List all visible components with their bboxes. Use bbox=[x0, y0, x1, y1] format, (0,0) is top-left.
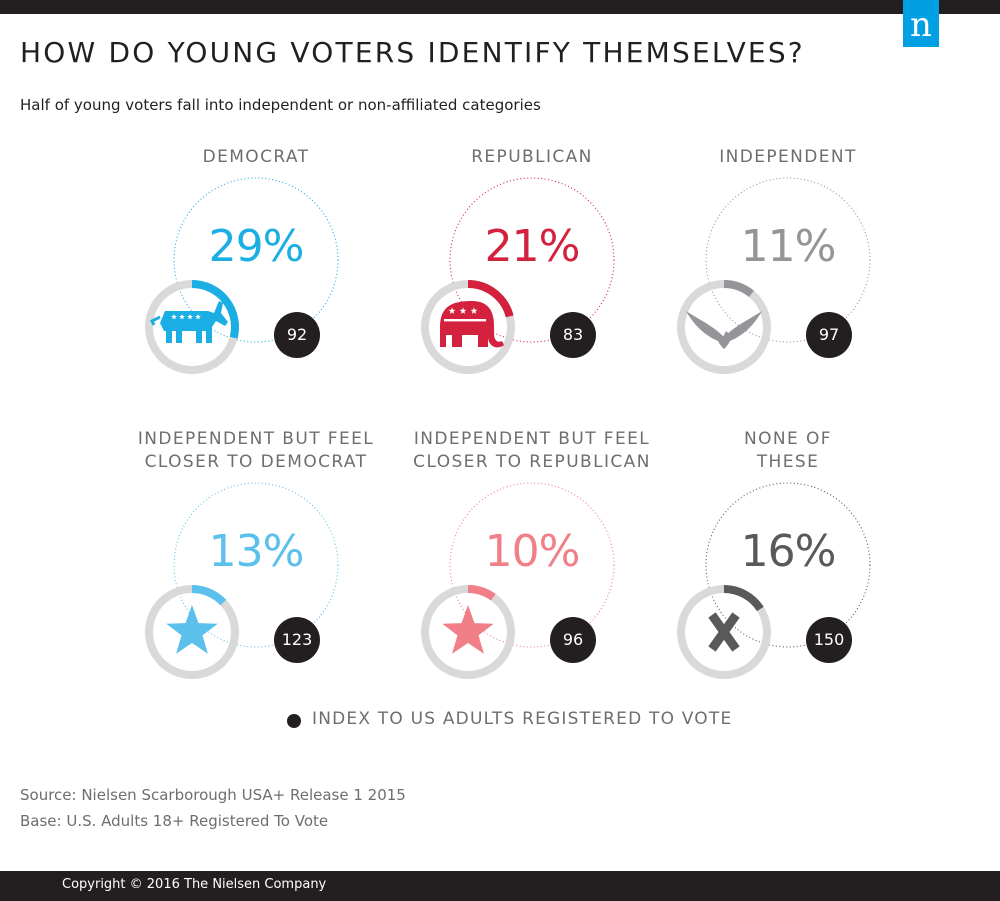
donut-chart-republican bbox=[421, 177, 615, 374]
category-label-none-of-these: NONE OF THESE bbox=[744, 429, 832, 472]
percent-arc-independent bbox=[723, 280, 754, 298]
page-title: HOW DO YOUNG VOTERS IDENTIFY THEMSELVES? bbox=[20, 36, 805, 69]
outline-circle bbox=[173, 482, 339, 648]
footer-bar: Copyright © 2016 The Nielsen Company bbox=[0, 871, 1000, 901]
page-subtitle: Half of young voters fall into independe… bbox=[20, 96, 541, 114]
category-label-independent: INDEPENDENT bbox=[719, 147, 857, 167]
percent-value-independent-lean-republican: 10% bbox=[484, 526, 581, 577]
outline-circle bbox=[705, 482, 871, 648]
percent-arc-independent-lean-republican bbox=[467, 585, 496, 601]
outline-circle bbox=[173, 177, 339, 343]
outline-circle bbox=[705, 177, 871, 343]
nielsen-logo-letter: n bbox=[910, 5, 932, 45]
percent-value-independent: 11% bbox=[740, 221, 837, 272]
category-label-independent-lean-democrat: INDEPENDENT BUT FEEL CLOSER TO DEMOCRAT bbox=[137, 429, 375, 472]
tile-none-of-these: NONE OF THESE 16% 150 bbox=[648, 428, 928, 688]
index-badge-independent-lean-republican: 96 bbox=[550, 617, 596, 663]
index-badge-democrat: 92 bbox=[274, 312, 320, 358]
tile-republican: REPUBLICAN 21% 83 bbox=[392, 146, 672, 406]
top-bar bbox=[0, 0, 1000, 14]
star-icon bbox=[442, 605, 494, 654]
tile-independent: INDEPENDENT 11% 97 bbox=[648, 146, 928, 406]
tile-independent-lean-democrat: INDEPENDENT BUT FEEL CLOSER TO DEMOCRAT 13… bbox=[116, 428, 396, 688]
outline-circle bbox=[449, 482, 615, 648]
donut-chart-independent-lean-democrat bbox=[145, 482, 339, 679]
ring-track bbox=[677, 280, 771, 374]
donut-chart-independent-lean-republican bbox=[421, 482, 615, 679]
index-badge-independent-lean-democrat: 123 bbox=[274, 617, 320, 663]
donkey-icon bbox=[149, 301, 228, 343]
category-label-democrat: DEMOCRAT bbox=[202, 147, 310, 167]
percent-arc-democrat bbox=[191, 280, 239, 339]
index-badge-none-of-these: 150 bbox=[806, 617, 852, 663]
copyright-text: Copyright © 2016 The Nielsen Company bbox=[62, 877, 327, 892]
source-line: Source: Nielsen Scarborough USA+ Release… bbox=[20, 786, 406, 804]
source-note: Source: Nielsen Scarborough USA+ Release… bbox=[20, 782, 406, 834]
percent-arc-republican bbox=[467, 280, 514, 318]
x-icon bbox=[708, 612, 740, 652]
legend-dot bbox=[287, 714, 301, 728]
percent-value-republican: 21% bbox=[484, 221, 581, 272]
donut-chart-democrat bbox=[145, 177, 339, 374]
tile-independent-lean-republican: INDEPENDENT BUT FEEL CLOSER TO REPUBLICAN… bbox=[392, 428, 672, 688]
tile-democrat: DEMOCRAT 29% 92 bbox=[116, 146, 396, 406]
outline-circle bbox=[449, 177, 615, 343]
category-label-independent-lean-republican: INDEPENDENT BUT FEEL CLOSER TO REPUBLICAN bbox=[413, 429, 651, 472]
legend-label: INDEX TO US ADULTS REGISTERED TO VOTE bbox=[312, 709, 733, 729]
category-label-republican: REPUBLICAN bbox=[471, 147, 593, 167]
nielsen-logo: n bbox=[903, 0, 939, 47]
index-badge-independent: 97 bbox=[806, 312, 852, 358]
base-line: Base: U.S. Adults 18+ Registered To Vote bbox=[20, 812, 329, 830]
donut-chart-independent bbox=[677, 177, 871, 374]
percent-value-democrat: 29% bbox=[208, 221, 305, 272]
percent-value-independent-lean-democrat: 13% bbox=[208, 526, 305, 577]
index-badge-republican: 83 bbox=[550, 312, 596, 358]
percent-value-none-of-these: 16% bbox=[740, 526, 837, 577]
elephant-icon bbox=[440, 301, 504, 348]
percent-arc-independent-lean-democrat bbox=[191, 585, 227, 606]
donut-chart-none-of-these bbox=[677, 482, 871, 679]
percent-arc-none-of-these bbox=[723, 585, 764, 612]
eagle-icon bbox=[686, 311, 762, 349]
star-icon bbox=[166, 605, 218, 654]
